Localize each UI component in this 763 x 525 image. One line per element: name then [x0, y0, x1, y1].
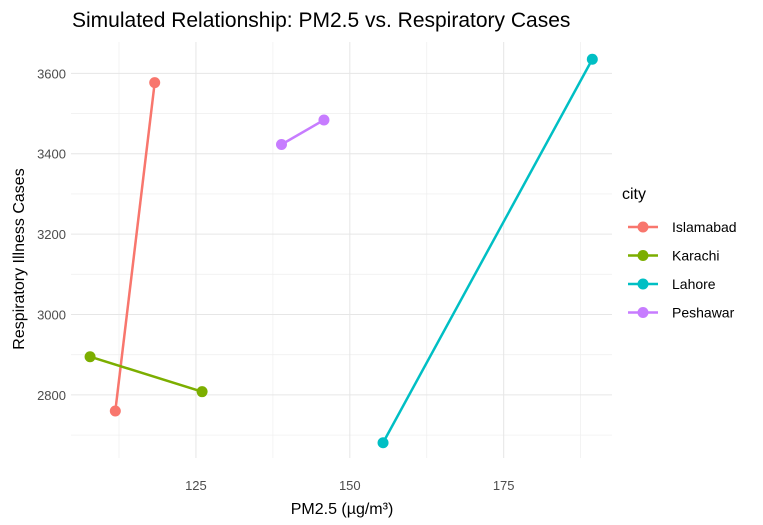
- data-point: [275, 138, 287, 150]
- legend-item-lahore: Lahore: [628, 276, 716, 292]
- series-karachi: [84, 351, 208, 398]
- data-point: [318, 114, 330, 126]
- y-axis-ticks: 2800 3000 3200 3400 3600: [37, 66, 66, 403]
- series-line: [280, 118, 325, 146]
- y-tick-label: 2800: [37, 388, 66, 403]
- legend-key-point: [637, 221, 649, 233]
- legend-label: Islamabad: [672, 219, 737, 235]
- y-tick-label: 3000: [37, 308, 66, 323]
- series-line: [89, 355, 203, 393]
- series-islamabad: [109, 77, 161, 417]
- legend: city Islamabad Karachi Lahore Peshawar: [622, 186, 737, 321]
- y-tick-label: 3200: [37, 227, 66, 242]
- x-axis-title: PM2.5 (µg/m³): [291, 501, 394, 518]
- series-layer: [84, 53, 598, 449]
- legend-label: Peshawar: [672, 305, 735, 321]
- x-tick-label: 150: [339, 478, 361, 493]
- legend-item-islamabad: Islamabad: [628, 219, 737, 235]
- series-lahore: [377, 53, 598, 449]
- y-tick-label: 3600: [37, 66, 66, 81]
- x-tick-label: 125: [185, 478, 207, 493]
- data-point: [149, 77, 161, 89]
- legend-key-point: [637, 307, 649, 318]
- x-tick-label: 175: [493, 478, 515, 493]
- data-point: [196, 386, 208, 398]
- legend-label: Lahore: [672, 276, 716, 292]
- data-point: [84, 351, 96, 363]
- y-tick-label: 3400: [37, 147, 66, 162]
- x-axis-ticks: 125 150 175: [185, 478, 514, 493]
- chart-title: Simulated Relationship: PM2.5 vs. Respir…: [72, 9, 570, 32]
- legend-title: city: [622, 186, 646, 203]
- y-axis-title: Respiratory Illness Cases: [11, 168, 28, 349]
- legend-item-karachi: Karachi: [628, 248, 719, 264]
- series-line: [381, 58, 594, 444]
- legend-label: Karachi: [672, 248, 719, 264]
- legend-key-point: [637, 250, 649, 261]
- data-point: [109, 405, 121, 417]
- series-peshawar: [275, 114, 330, 150]
- data-point: [586, 53, 598, 65]
- legend-key-point: [637, 278, 649, 290]
- series-line: [114, 82, 156, 412]
- data-point: [377, 437, 389, 449]
- legend-item-peshawar: Peshawar: [628, 305, 735, 321]
